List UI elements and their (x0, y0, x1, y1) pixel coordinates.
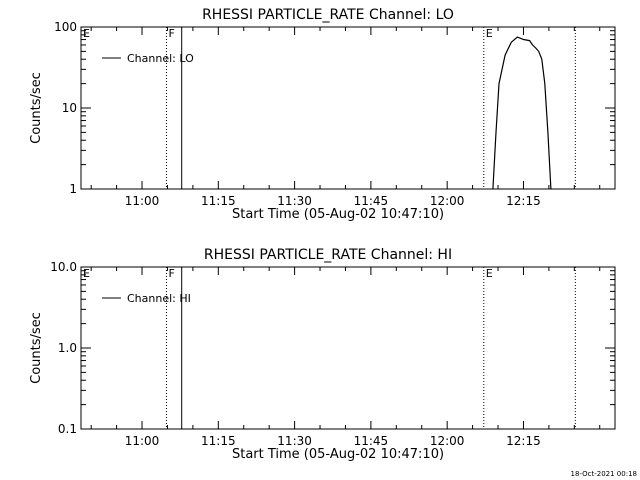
y-tick-label: 1.0 (58, 341, 77, 355)
x-tick-label: 12:15 (506, 434, 541, 448)
x-tick-label: 12:15 (506, 194, 541, 208)
footer-timestamp: 18-Oct-2021 00:18 (571, 470, 637, 478)
chart-panel-lo: RHESSI PARTICLE_RATE Channel: LO Start Ti… (29, 7, 616, 222)
x-tick-label: 11:15 (201, 434, 236, 448)
x-tick-label: 11:00 (125, 434, 160, 448)
flag-label: F (168, 27, 174, 40)
x-tick-label: 11:45 (354, 194, 389, 208)
chart-title: RHESSI PARTICLE_RATE Channel: HI (204, 247, 452, 263)
x-tick-label: 11:00 (125, 194, 160, 208)
x-tick-label: 11:45 (354, 434, 389, 448)
flag-label: E (83, 27, 90, 40)
x-tick-label: 12:00 (430, 194, 465, 208)
x-tick-label: 11:30 (277, 194, 312, 208)
flag-label: F (168, 267, 174, 280)
y-tick-label: 1 (69, 182, 77, 196)
flag-label: E (83, 267, 90, 280)
y-tick-label: 100 (54, 20, 77, 34)
chart-title: RHESSI PARTICLE_RATE Channel: LO (202, 7, 454, 23)
x-axis-label: Start Time (05-Aug-02 10:47:10) (232, 447, 444, 462)
chart-panel-hi: RHESSI PARTICLE_RATE Channel: HI Start Ti… (29, 247, 616, 462)
x-tick-label: 12:00 (430, 434, 465, 448)
y-tick-label: 0.1 (58, 422, 77, 436)
flag-label: E (486, 267, 493, 280)
y-axis-label: Counts/sec (29, 72, 44, 144)
flag-label: E (486, 27, 493, 40)
x-tick-label: 11:30 (277, 434, 312, 448)
x-axis-label: Start Time (05-Aug-02 10:47:10) (232, 207, 444, 222)
legend-label: Channel: HI (127, 292, 191, 305)
y-tick-label: 10 (62, 101, 77, 115)
series-line (492, 36, 552, 190)
x-tick-label: 11:15 (201, 194, 236, 208)
legend-label: Channel: LO (127, 52, 194, 65)
y-tick-label: 10.0 (50, 260, 77, 274)
y-axis-label: Counts/sec (29, 312, 44, 384)
